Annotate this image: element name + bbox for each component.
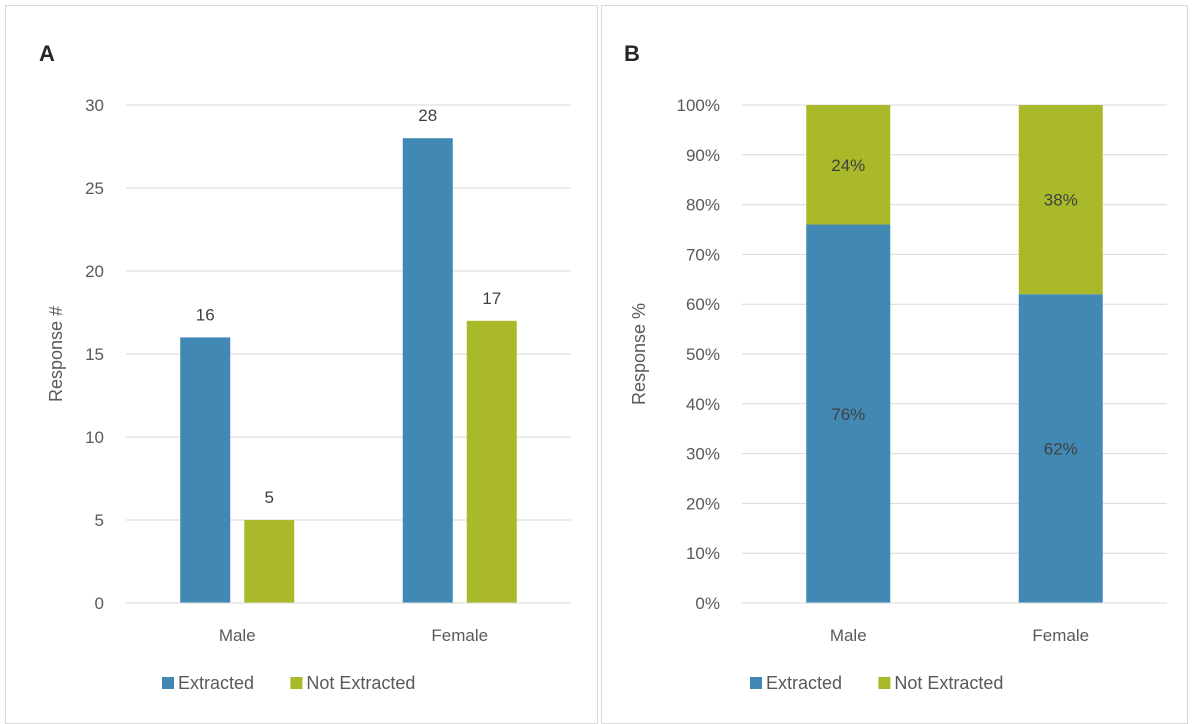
y-tick-label: 100%	[677, 96, 720, 115]
y-tick-label: 0%	[695, 594, 720, 613]
chart-panel-a: A 0 5 10 15 20 25 30 Response # Male 16 5 Female 28 17…	[5, 5, 598, 724]
y-axis-title: Response %	[629, 303, 649, 405]
data-label: 38%	[1044, 191, 1078, 210]
data-label: 62%	[1044, 440, 1078, 459]
x-category-label: Male	[830, 626, 867, 645]
bar-extracted	[806, 224, 891, 603]
bar-not-extracted	[466, 320, 517, 603]
panel-label: B	[624, 41, 640, 66]
y-tick-label: 25	[85, 179, 104, 198]
y-axis-title: Response #	[46, 306, 66, 402]
y-tick-label: 90%	[686, 146, 720, 165]
y-tick-label: 30%	[686, 445, 720, 464]
bar-extracted	[180, 337, 231, 603]
chart-b-svg: B 0% 10% 20% 30% 40% 50% 60% 70% 80% 90% 100% Respon…	[624, 41, 1167, 693]
legend-label-not-extracted: Not Extracted	[306, 673, 415, 693]
x-category-label: Male	[219, 626, 256, 645]
bar-extracted	[402, 138, 453, 603]
panel-label: A	[39, 41, 55, 66]
bar-extracted	[1018, 294, 1103, 603]
legend-swatch-extracted	[162, 677, 174, 689]
chart-a-svg: A 0 5 10 15 20 25 30 Response # Male 16 5 Female 28 17…	[39, 41, 571, 693]
y-tick-label: 20	[85, 262, 104, 281]
y-tick-label: 30	[85, 96, 104, 115]
data-label: 17	[482, 289, 501, 308]
y-tick-label: 20%	[686, 494, 720, 513]
bar-not-extracted	[806, 105, 891, 225]
y-tick-label: 15	[85, 345, 104, 364]
legend-label-extracted: Extracted	[178, 673, 254, 693]
y-tick-label: 50%	[686, 345, 720, 364]
y-tick-label: 80%	[686, 196, 720, 215]
data-label: 24%	[831, 156, 865, 175]
y-tick-label: 60%	[686, 295, 720, 314]
legend-swatch-not-extracted	[290, 677, 303, 689]
y-tick-label: 40%	[686, 395, 720, 414]
bar-not-extracted	[244, 520, 295, 603]
x-category-label: Female	[1032, 626, 1089, 645]
y-tick-label: 5	[95, 511, 104, 530]
y-tick-label: 70%	[686, 245, 720, 264]
y-tick-label: 10%	[686, 544, 720, 563]
y-tick-label: 0	[95, 594, 104, 613]
legend-label-extracted: Extracted	[766, 673, 842, 693]
data-label: 16	[196, 305, 215, 324]
legend-swatch-extracted	[750, 677, 762, 689]
x-category-label: Female	[431, 626, 488, 645]
data-label: 28	[418, 106, 437, 125]
data-label: 76%	[831, 405, 865, 424]
bar-not-extracted	[1018, 105, 1103, 295]
chart-panel-b: B 0% 10% 20% 30% 40% 50% 60% 70% 80% 90% 100% Respon…	[601, 5, 1188, 724]
data-label: 5	[265, 488, 274, 507]
legend-swatch-not-extracted	[878, 677, 891, 689]
legend-label-not-extracted: Not Extracted	[894, 673, 1003, 693]
y-tick-label: 10	[85, 428, 104, 447]
